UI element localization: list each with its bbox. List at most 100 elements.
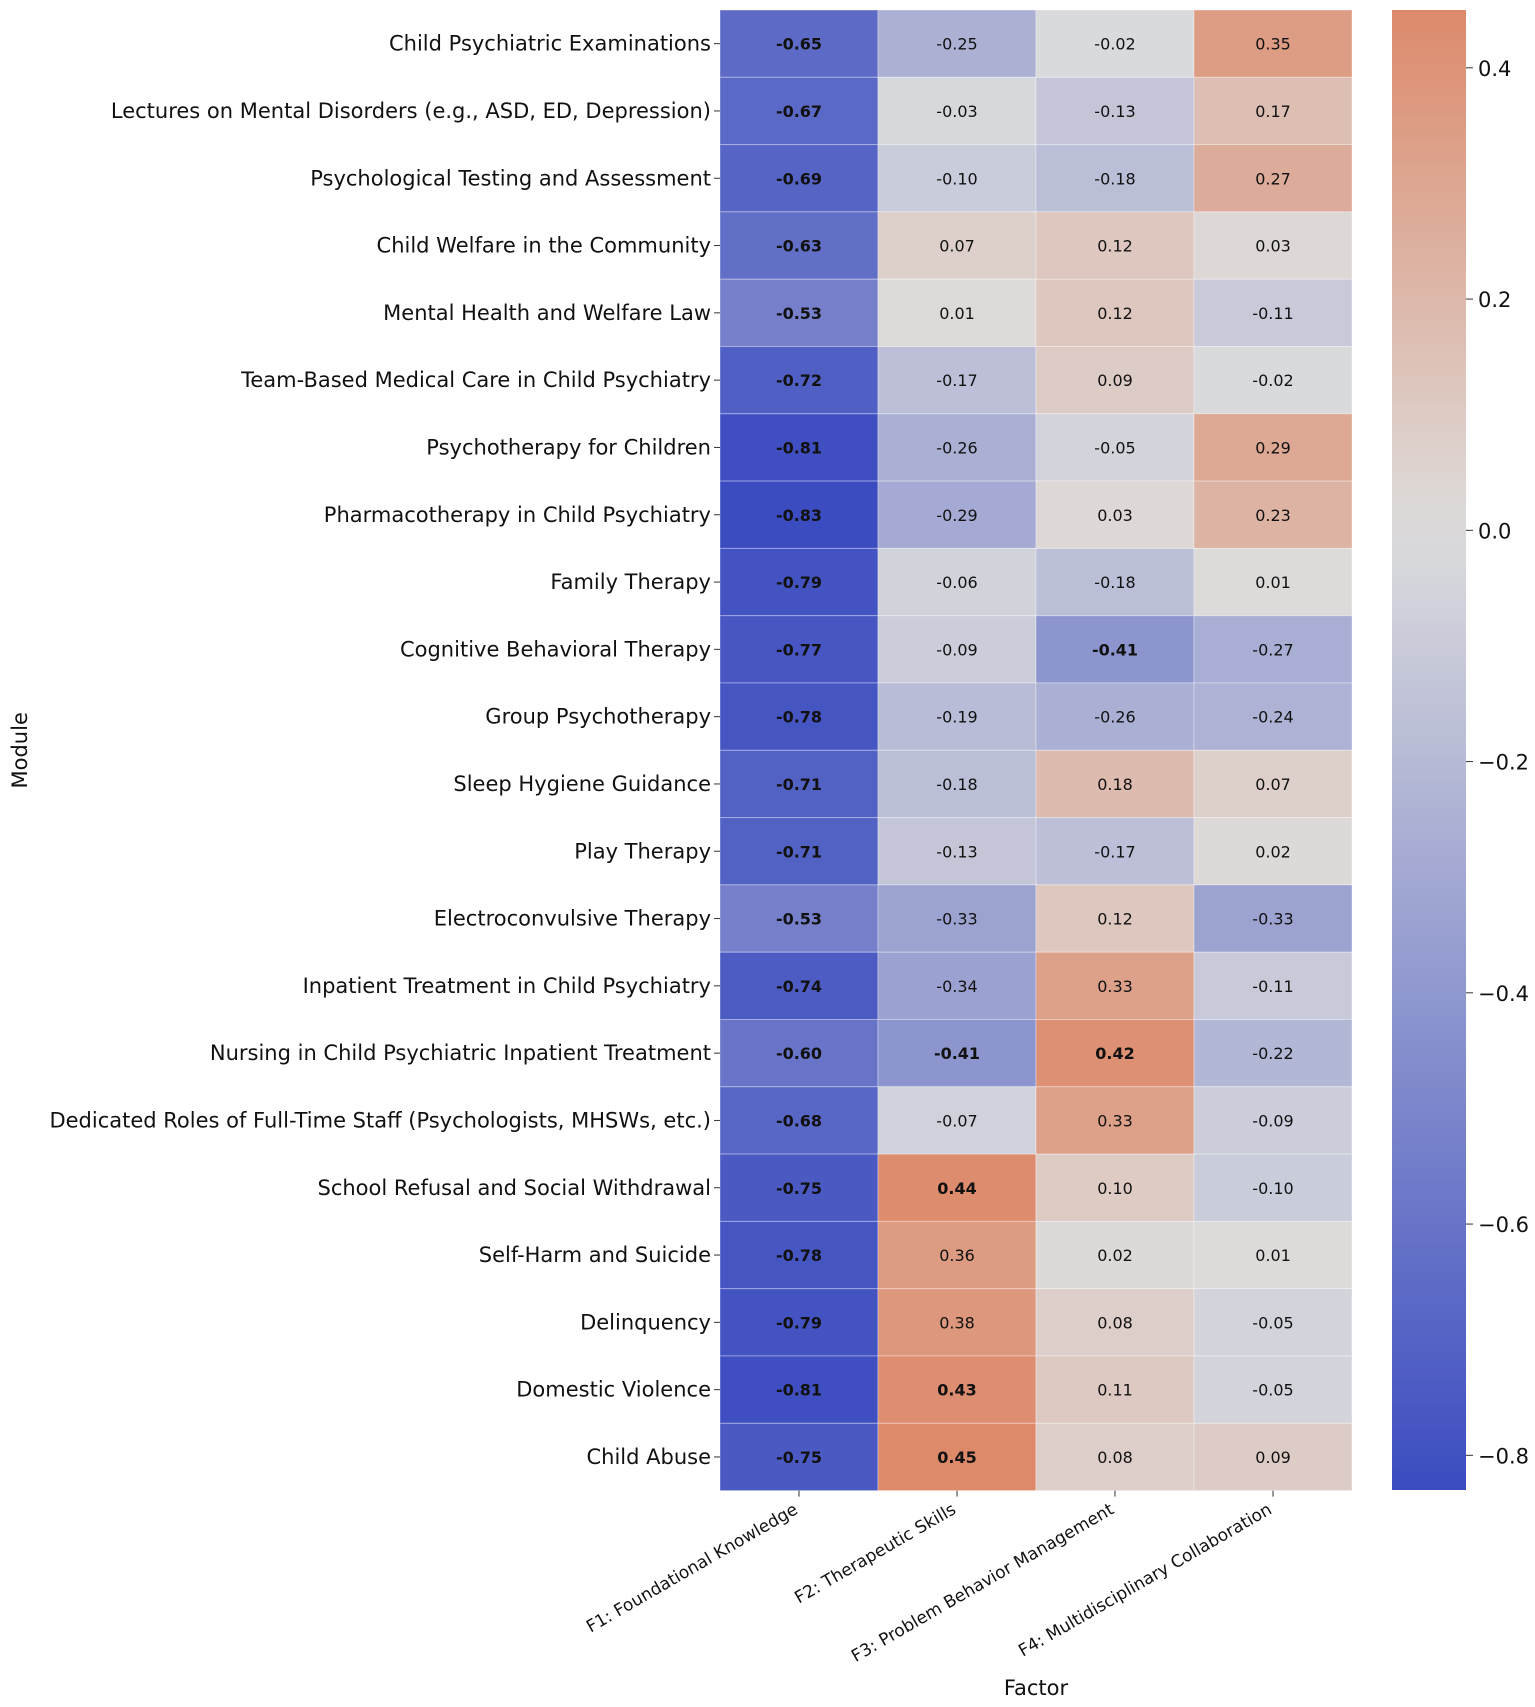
cell-value-label: -0.05	[1094, 438, 1135, 457]
y-tick-label: Group Psychotherapy	[485, 705, 711, 729]
cell-value-label: 0.44	[937, 1179, 976, 1198]
heatmap-cell	[1193, 884, 1353, 953]
cell-value-label: 0.09	[1097, 371, 1133, 390]
cell-value-label: 0.36	[939, 1246, 975, 1265]
heatmap-cell	[1193, 1288, 1353, 1357]
heatmap-cell	[719, 1019, 879, 1088]
cell-value-label: 0.29	[1255, 438, 1291, 457]
y-tick-label: Psychological Testing and Assessment	[310, 166, 711, 190]
cell-value-label: -0.26	[936, 438, 977, 457]
heatmap-cell	[1035, 817, 1195, 886]
cell-value-label: -0.07	[936, 1111, 977, 1130]
cell-value-label: -0.74	[776, 977, 822, 996]
y-tick-label: Sleep Hygiene Guidance	[453, 772, 711, 796]
heatmap-cell	[1193, 76, 1353, 146]
colorbar-tick-label: 0.0	[1478, 519, 1511, 543]
cell-value-label: -0.81	[776, 1381, 822, 1400]
heatmap-cell	[719, 9, 879, 78]
heatmap-cell	[1035, 211, 1195, 280]
cell-value-label: 0.23	[1255, 506, 1291, 525]
y-tick-label: Pharmacotherapy in Child Psychiatry	[324, 503, 711, 527]
y-axis: Child Psychiatric Examinations Lectures o…	[49, 32, 720, 1469]
heatmap-cell	[877, 9, 1037, 78]
cell-value-label: -0.24	[1252, 708, 1293, 727]
cell-value-label: 0.01	[1255, 573, 1291, 592]
x-tick-label: F2: Therapeutic Skills	[791, 1500, 959, 1609]
cell-value-label: -0.17	[1094, 842, 1135, 861]
cell-value-label: 0.07	[939, 237, 975, 256]
heatmap-cell	[877, 76, 1037, 146]
cell-value-label: -0.22	[1252, 1044, 1293, 1063]
cell-value-label: 0.33	[1097, 977, 1133, 996]
cell-value-label: -0.11	[1252, 977, 1293, 996]
cell-value-label: -0.09	[1252, 1111, 1293, 1130]
y-tick-label: Lectures on Mental Disorders (e.g., ASD,…	[111, 99, 711, 123]
cell-value-label: -0.27	[1252, 640, 1293, 659]
cell-value-label: 0.07	[1255, 775, 1291, 794]
cell-value-label: -0.71	[776, 842, 822, 861]
cell-value-label: -0.78	[776, 1246, 822, 1265]
y-tick-label: Electroconvulsive Therapy	[434, 907, 711, 931]
cell-value-label: -0.78	[776, 708, 822, 727]
heatmap-cell	[877, 817, 1037, 886]
cell-value-label: -0.10	[936, 169, 977, 188]
cell-value-label: -0.19	[936, 708, 977, 727]
y-tick-label: Delinquency	[580, 1310, 711, 1334]
y-tick-label: Domestic Violence	[516, 1378, 711, 1402]
cell-value-label: 0.33	[1097, 1111, 1133, 1130]
cell-value-label: 0.45	[937, 1448, 976, 1467]
cell-value-label: 0.01	[939, 304, 975, 323]
cell-value-label: -0.26	[1094, 708, 1135, 727]
heatmap-cell	[1035, 1288, 1195, 1357]
heatmap-cell	[1193, 1019, 1353, 1088]
heatmap-cell	[877, 1422, 1037, 1492]
heatmap-cell	[1193, 817, 1353, 886]
heatmap-cell	[719, 1422, 879, 1492]
cell-value-label: -0.33	[1252, 910, 1293, 929]
heatmap-cell	[1193, 144, 1353, 213]
cell-value-label: -0.05	[1252, 1381, 1293, 1400]
y-tick-label: Mental Health and Welfare Law	[383, 301, 711, 325]
heatmap-cell	[1193, 278, 1353, 348]
cell-value-label: 0.02	[1255, 842, 1291, 861]
heatmap-cell	[877, 211, 1037, 280]
cell-value-label: -0.81	[776, 438, 822, 457]
cell-value-label: -0.05	[1252, 1313, 1293, 1332]
heatmap-cell	[719, 480, 879, 549]
cell-value-label: -0.41	[934, 1044, 980, 1063]
heatmap-cell	[719, 817, 879, 886]
heatmap-cell	[719, 76, 879, 146]
heatmap-cell	[1193, 749, 1353, 819]
cell-value-label: -0.77	[776, 640, 822, 659]
heatmap-cell	[1035, 1086, 1195, 1155]
heatmap-cell	[1035, 9, 1195, 78]
cell-value-label: -0.71	[776, 775, 822, 794]
x-axis-title: Factor	[1004, 1676, 1069, 1700]
colorbar-tick-label: 0.4	[1478, 57, 1511, 81]
cell-value-label: -0.34	[936, 977, 977, 996]
cell-value-label: -0.65	[776, 35, 822, 54]
y-tick-label: Nursing in Child Psychiatric Inpatient T…	[210, 1041, 711, 1065]
cell-value-label: 0.09	[1255, 1448, 1291, 1467]
heatmap-cell	[1193, 615, 1353, 684]
heatmap-cell	[1193, 9, 1353, 78]
cell-value-label: 0.27	[1255, 169, 1291, 188]
cell-value-label: -0.18	[1094, 573, 1135, 592]
cell-value-label: -0.53	[776, 304, 822, 323]
heatmap-cell	[1035, 884, 1195, 953]
y-tick-label: School Refusal and Social Withdrawal	[318, 1176, 712, 1200]
cell-value-label: -0.13	[1094, 102, 1135, 121]
cell-value-label: -0.79	[776, 1313, 822, 1332]
heatmap-cell	[1035, 547, 1195, 617]
heatmap-cell	[719, 615, 879, 684]
heatmap-cell	[877, 682, 1037, 751]
cell-value-label: -0.25	[936, 35, 977, 54]
heatmap-cell	[719, 1153, 879, 1222]
cell-value-label: -0.29	[936, 506, 977, 525]
heatmap-cells: -0.65 -0.25 -0.02 0.35 -0.67 -0.03 -0.13 0.17 -0…	[719, 9, 1353, 1492]
heatmap-cell	[719, 1288, 879, 1357]
x-tick-label: F3: Problem Behavior Management	[848, 1499, 1118, 1666]
heatmap-cell	[1193, 1153, 1353, 1222]
heatmap-cell	[719, 1220, 879, 1290]
